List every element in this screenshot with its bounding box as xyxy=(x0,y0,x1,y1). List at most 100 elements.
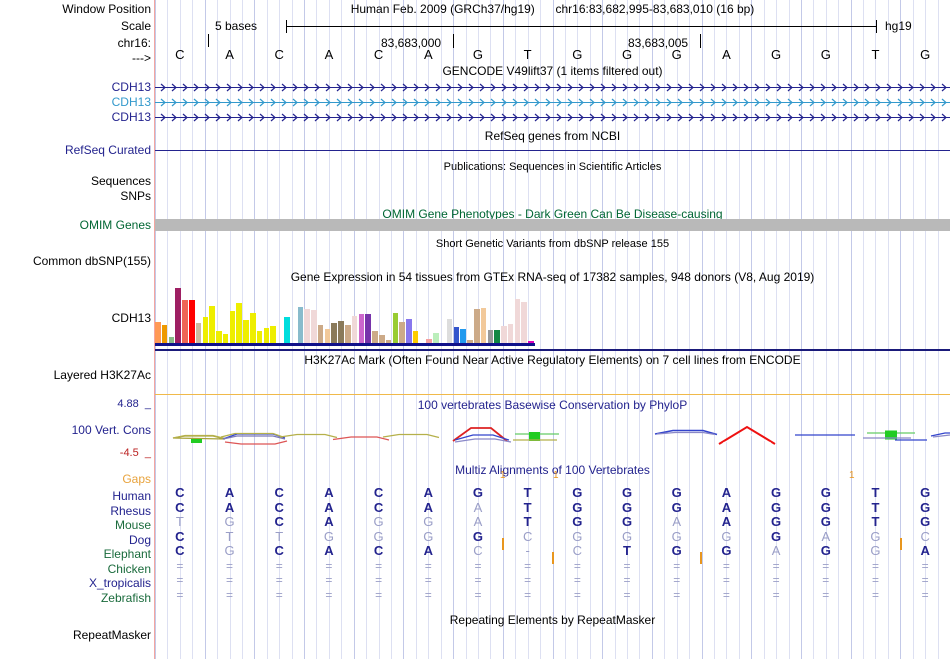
gtex-tissue-bar[interactable] xyxy=(331,322,337,343)
gtex-tissue-bar[interactable] xyxy=(256,331,263,343)
gtex-tissue-bar[interactable] xyxy=(528,341,534,343)
phylop-conservation-plot[interactable] xyxy=(155,396,950,458)
gridline-minor xyxy=(664,0,665,659)
gtex-tissue-bar[interactable] xyxy=(283,316,290,343)
gtex-tissue-bar[interactable] xyxy=(494,330,500,343)
gtex-tissue-bar[interactable] xyxy=(487,330,494,343)
gtex-tissue-bar[interactable] xyxy=(399,321,405,343)
gtex-tissue-bar[interactable] xyxy=(297,307,304,343)
gtex-tissue-bar[interactable] xyxy=(317,324,324,343)
species-label-chicken[interactable]: Chicken xyxy=(107,561,151,576)
gtex-tissue-bar[interactable] xyxy=(460,329,466,343)
multiz-base: G xyxy=(870,528,881,544)
species-label-x_tropicalis[interactable]: X_tropicalis xyxy=(88,576,151,590)
label-snps[interactable]: SNPs xyxy=(120,189,151,203)
gtex-tissue-bar[interactable] xyxy=(311,310,317,343)
label-common-dbsnp[interactable]: Common dbSNP(155) xyxy=(32,254,151,268)
label-sequences[interactable]: Sequences xyxy=(90,174,151,188)
species-label-elephant[interactable]: Elephant xyxy=(103,547,151,561)
label-layered-h3k27ac[interactable]: Layered H3K27Ac xyxy=(53,368,151,382)
gtex-tissue-bar[interactable] xyxy=(175,287,181,343)
label-repeatmasker[interactable]: RepeatMasker xyxy=(72,628,151,642)
species-label-mouse[interactable]: Mouse xyxy=(114,518,151,532)
gridline-minor xyxy=(490,0,491,659)
multiz-base: G xyxy=(472,485,484,500)
multiz-base: = xyxy=(375,573,383,587)
gtex-tissue-bar[interactable] xyxy=(473,309,480,343)
gtex-tissue-bar[interactable] xyxy=(188,300,195,343)
gencode-transcript-2[interactable] xyxy=(155,97,950,109)
ruler-tick-label-2: 83,683,005 xyxy=(628,36,689,50)
label-vert-cons[interactable]: 100 Vert. Cons xyxy=(71,423,151,437)
multiz-base: G xyxy=(373,514,384,529)
gtex-tissue-bar[interactable] xyxy=(345,324,351,343)
label-omim-genes[interactable]: OMIM Genes xyxy=(79,218,151,232)
gtex-tissue-bar[interactable] xyxy=(358,314,365,343)
multiz-base: G xyxy=(771,485,782,500)
species-label-zebrafish[interactable]: Zebrafish xyxy=(100,590,151,605)
label-gencode-3[interactable]: CDH13 xyxy=(111,110,151,124)
label-gtex-gene[interactable]: CDH13 xyxy=(111,311,151,325)
gtex-tissue-bar[interactable] xyxy=(304,309,310,343)
gtex-tissue-bar[interactable] xyxy=(507,323,514,343)
gtex-tissue-bar[interactable] xyxy=(209,306,215,343)
gtex-tissue-bar[interactable] xyxy=(446,318,453,343)
gtex-tissue-bar[interactable] xyxy=(433,333,439,343)
gtex-tissue-bar[interactable] xyxy=(521,302,527,343)
gtex-tissue-bar[interactable] xyxy=(453,326,460,343)
gridline-major xyxy=(851,0,852,659)
gtex-tissue-bar[interactable] xyxy=(182,300,188,343)
gtex-tissue-bar[interactable] xyxy=(467,340,473,343)
label-gaps[interactable]: Gaps xyxy=(122,472,151,486)
gtex-tissue-bar[interactable] xyxy=(406,318,412,343)
gtex-tissue-bar[interactable] xyxy=(412,331,419,343)
gencode-transcript-3[interactable] xyxy=(155,112,950,124)
gtex-tissue-bar[interactable] xyxy=(324,329,331,343)
gtex-tissue-bar[interactable] xyxy=(426,339,432,343)
gtex-tissue-bar[interactable] xyxy=(202,316,209,343)
label-gencode-2[interactable]: CDH13 xyxy=(111,95,151,109)
track-data-area[interactable]: Human Feb. 2009 (GRCh37/hg19) chr16:83,6… xyxy=(155,0,950,659)
gtex-tissue-bar[interactable] xyxy=(161,324,168,343)
gtex-tissue-bar[interactable] xyxy=(480,308,487,343)
multiz-base: C xyxy=(274,499,284,515)
gtex-tissue-bar[interactable] xyxy=(155,321,161,343)
gtex-tissue-bar[interactable] xyxy=(168,337,175,343)
gtex-tissue-bar[interactable] xyxy=(385,340,392,343)
gtex-tissue-bar[interactable] xyxy=(216,331,222,343)
gtex-tissue-bar[interactable] xyxy=(338,320,344,343)
gtex-tissue-bar[interactable] xyxy=(351,315,358,343)
species-label-dog[interactable]: Dog xyxy=(128,532,151,547)
species-label-human[interactable]: Human xyxy=(112,489,151,503)
gridline-minor xyxy=(615,0,616,659)
gtex-tissue-bar[interactable] xyxy=(229,311,236,343)
ruler-tick-mark-2 xyxy=(700,34,701,48)
gtex-tissue-bar[interactable] xyxy=(372,331,378,343)
multiz-base: G xyxy=(621,528,633,544)
gtex-tissue-bar[interactable] xyxy=(250,313,256,343)
gtex-tissue-bar[interactable] xyxy=(195,322,202,343)
gtex-tissue-bar[interactable] xyxy=(270,325,276,343)
gtex-tissue-bar[interactable] xyxy=(222,334,229,343)
gtex-tissue-bar[interactable] xyxy=(236,303,242,343)
refseq-curated-line[interactable] xyxy=(155,150,950,151)
omim-track-title: OMIM Gene Phenotypes - Dark Green Can Be… xyxy=(382,207,723,221)
gtex-tissue-bar[interactable] xyxy=(514,298,521,343)
gtex-tissue-bar[interactable] xyxy=(365,314,371,343)
gridline-minor xyxy=(789,0,790,659)
gtex-tissue-bar[interactable] xyxy=(263,327,270,343)
species-label-rhesus[interactable]: Rhesus xyxy=(110,503,151,518)
gtex-tissue-bar[interactable] xyxy=(501,325,507,343)
gtex-tissue-bar[interactable] xyxy=(243,319,249,343)
omim-gene-bar[interactable] xyxy=(155,219,950,231)
gencode-transcript-1[interactable] xyxy=(155,82,950,94)
gtex-barchart[interactable] xyxy=(155,284,950,346)
label-chrom: chr16: xyxy=(117,36,151,50)
gtex-tissue-bar[interactable] xyxy=(392,313,399,343)
multiz-base: = xyxy=(822,573,830,587)
multiz-base: G xyxy=(820,499,831,515)
label-refseq-curated[interactable]: RefSeq Curated xyxy=(64,143,151,157)
gtex-tissue-bar[interactable] xyxy=(378,335,385,343)
label-gencode-1[interactable]: CDH13 xyxy=(111,80,151,94)
